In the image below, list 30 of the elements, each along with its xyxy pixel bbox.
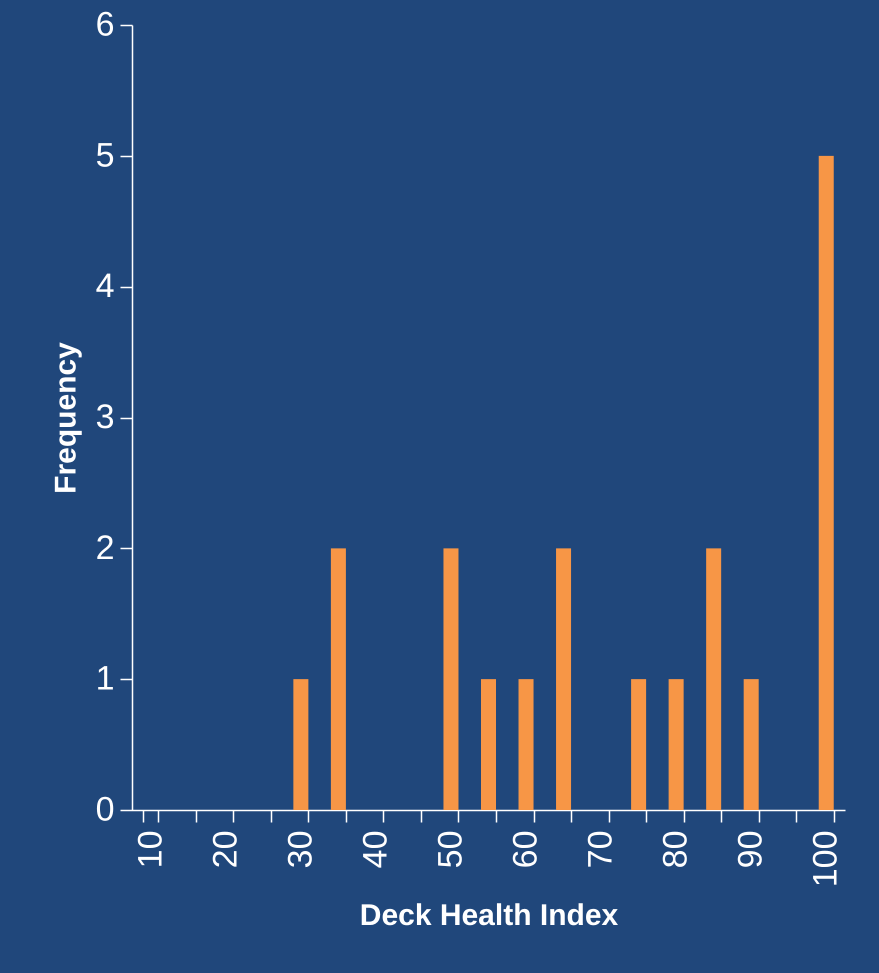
x-tick-label: 80: [656, 830, 695, 868]
bar: [480, 679, 496, 810]
x-tick-label: 60: [506, 830, 545, 868]
y-tick-label: 2: [96, 528, 114, 567]
bar: [818, 156, 834, 810]
x-tick-label: 100: [806, 830, 845, 888]
bar: [668, 679, 684, 810]
y-axis-title: Frequency: [50, 342, 83, 494]
x-tick-label: 50: [431, 830, 470, 868]
bar: [443, 548, 458, 810]
y-tick-label: 4: [96, 267, 114, 306]
x-tick-label: 10: [131, 830, 170, 868]
bar: [518, 679, 534, 810]
bar: [556, 548, 572, 810]
bar: [744, 679, 759, 810]
y-tick-label: 5: [96, 136, 114, 174]
x-tick-label: 90: [732, 830, 770, 868]
bar: [631, 679, 646, 810]
y-tick-label: 6: [96, 6, 114, 44]
bar: [706, 548, 722, 810]
bar: [293, 679, 308, 810]
x-tick-label: 70: [582, 830, 620, 868]
y-tick-label: 3: [96, 398, 114, 436]
x-tick-label: 30: [281, 830, 320, 868]
y-tick-label: 1: [96, 660, 114, 698]
x-axis-title: Deck Health Index: [360, 899, 619, 932]
y-tick-label: 0: [96, 790, 114, 828]
bar: [330, 548, 346, 810]
x-tick-label: 40: [356, 830, 394, 868]
x-tick-label: 20: [206, 830, 244, 868]
